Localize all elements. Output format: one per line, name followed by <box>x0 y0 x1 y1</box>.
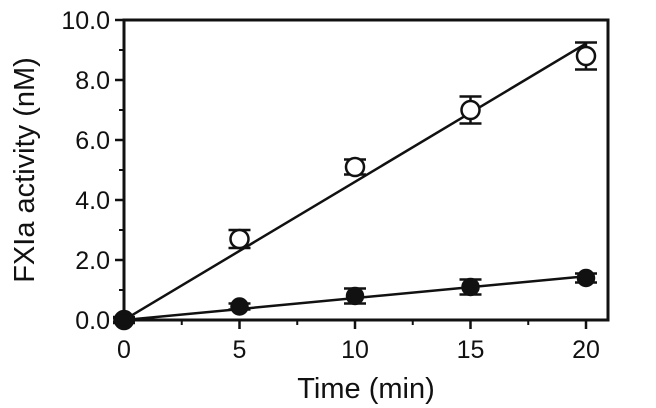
x-tick-label: 15 <box>457 336 485 364</box>
plot-area-border <box>122 18 610 322</box>
x-tick-label: 10 <box>341 336 369 364</box>
x-tick-label: 0 <box>117 336 131 364</box>
y-tick-label: 10.0 <box>61 7 110 35</box>
filled-circle-point <box>576 268 596 288</box>
filled-circle-point <box>461 277 480 297</box>
y-tick-label: 6.0 <box>75 127 110 155</box>
filled-circle-point <box>230 297 249 316</box>
open-circle-point <box>229 228 250 250</box>
y-tick-label: 0.0 <box>75 307 110 335</box>
plot-frame <box>122 18 610 322</box>
filled-circle-point <box>345 286 365 306</box>
x-tick-label: 20 <box>572 336 600 364</box>
y-tick-label: 2.0 <box>75 247 110 275</box>
open-circle-point <box>344 156 366 178</box>
y-tick-label: 4.0 <box>75 187 110 215</box>
x-axis-label: Time (min) <box>297 373 434 405</box>
x-tick-label: 5 <box>233 336 247 364</box>
open-circle-point <box>460 99 481 121</box>
y-tick-label: 8.0 <box>75 67 110 95</box>
open-circle-point <box>575 45 597 67</box>
filled-circle-point <box>114 310 134 330</box>
data-points <box>113 45 597 331</box>
axis-ticks: 0 5 10 15 20 0.0 2.0 4.0 6.0 8.0 10.0 <box>61 7 600 364</box>
fit-line-series-1 <box>123 42 587 322</box>
y-axis-label: FXIa activity (nM) <box>9 57 41 283</box>
fit-lines <box>123 42 587 322</box>
